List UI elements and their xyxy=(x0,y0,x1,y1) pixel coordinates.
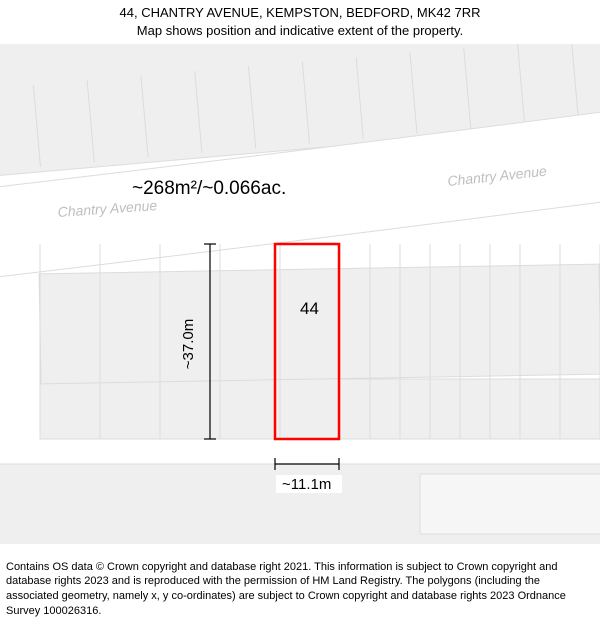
map: Chantry AvenueChantry Avenue~268m²/~0.06… xyxy=(0,44,600,544)
svg-text:~11.1m: ~11.1m xyxy=(282,476,331,493)
footer: Contains OS data © Crown copyright and d… xyxy=(6,560,594,619)
map-svg: Chantry AvenueChantry Avenue~268m²/~0.06… xyxy=(0,44,600,544)
svg-text:~268m²/~0.066ac.: ~268m²/~0.066ac. xyxy=(132,178,286,199)
svg-text:44: 44 xyxy=(300,299,319,318)
subtitle: Map shows position and indicative extent… xyxy=(0,22,600,40)
header: 44, CHANTRY AVENUE, KEMPSTON, BEDFORD, M… xyxy=(0,4,600,39)
title: 44, CHANTRY AVENUE, KEMPSTON, BEDFORD, M… xyxy=(0,4,600,22)
page: 44, CHANTRY AVENUE, KEMPSTON, BEDFORD, M… xyxy=(0,0,600,625)
svg-text:~37.0m: ~37.0m xyxy=(180,319,197,369)
